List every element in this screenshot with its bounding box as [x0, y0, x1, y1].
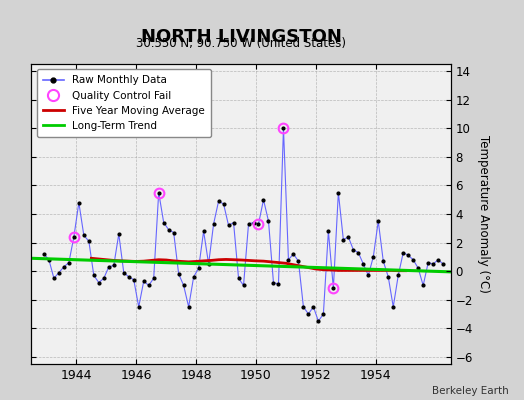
Legend: Raw Monthly Data, Quality Control Fail, Five Year Moving Average, Long-Term Tren: Raw Monthly Data, Quality Control Fail, …	[37, 69, 211, 137]
Y-axis label: Temperature Anomaly (°C): Temperature Anomaly (°C)	[476, 135, 489, 293]
Title: NORTH LIVINGSTON: NORTH LIVINGSTON	[140, 28, 342, 46]
Text: Berkeley Earth: Berkeley Earth	[432, 386, 508, 396]
Text: 30.550 N, 90.750 W (United States): 30.550 N, 90.750 W (United States)	[136, 38, 346, 50]
